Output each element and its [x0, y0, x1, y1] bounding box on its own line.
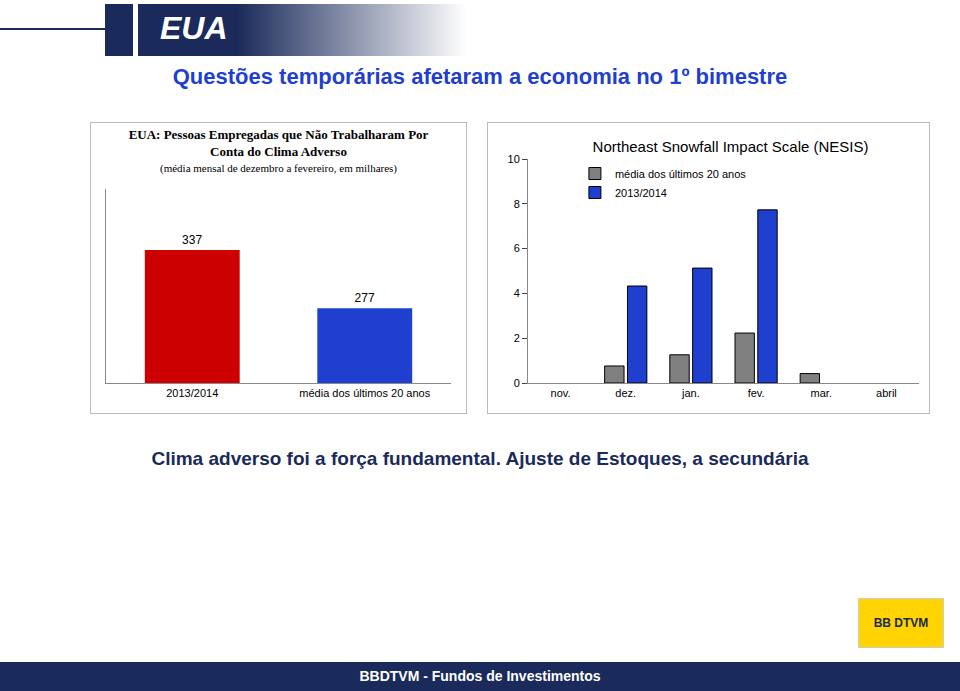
svg-text:0: 0	[514, 377, 520, 389]
svg-text:4: 4	[514, 287, 520, 299]
svg-text:dez.: dez.	[615, 387, 636, 399]
html-text:EUA: EUA	[160, 10, 228, 46]
svg-text:Northeast Snowfall Impact Scal: Northeast Snowfall Impact Scale (NESIS)	[593, 138, 869, 155]
svg-text:jan.: jan.	[681, 387, 700, 399]
svg-text:10: 10	[508, 153, 520, 165]
svg-text:2013/2014: 2013/2014	[166, 387, 218, 399]
svg-text:2013/2014: 2013/2014	[615, 187, 667, 199]
svg-text:abril: abril	[876, 387, 897, 399]
svg-text:fev.: fev.	[748, 387, 765, 399]
svg-text:EUA: Pessoas Empregadas que Nã: EUA: Pessoas Empregadas que Não Trabalha…	[129, 127, 429, 176]
svg-text:média dos últimos 20 anos: média dos últimos 20 anos	[615, 168, 746, 180]
svg-text:277: 277	[355, 291, 375, 305]
html-text:BB DTVM: BB DTVM	[873, 616, 929, 630]
html-text:Questões temporárias afetaram: Questões temporárias afetaram a economia…	[172, 64, 788, 89]
svg-text:nov.: nov.	[551, 387, 571, 399]
svg-text:6: 6	[514, 242, 520, 254]
svg-text:mar.: mar.	[811, 387, 832, 399]
html-text:BBDTVM - Fundos de Investiment: BBDTVM - Fundos de Investimentos	[359, 668, 601, 684]
html-text:Clima adverso foi a força fund: Clima adverso foi a força fundamental. A…	[151, 448, 809, 469]
svg-text:2: 2	[514, 332, 520, 344]
svg-text:8: 8	[514, 198, 520, 210]
svg-text:337: 337	[182, 233, 202, 247]
svg-text:média dos últimos 20 anos: média dos últimos 20 anos	[299, 387, 430, 399]
